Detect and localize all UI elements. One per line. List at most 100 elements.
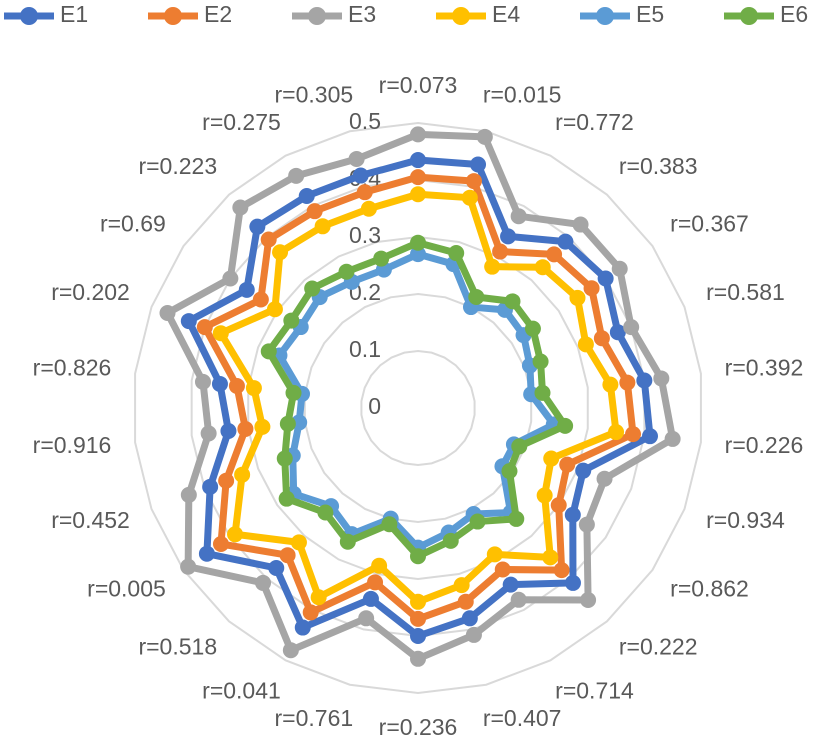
data-point — [542, 549, 559, 566]
data-point — [569, 289, 586, 306]
category-label: r=0.407 — [483, 705, 562, 731]
category-label: r=0.041 — [202, 677, 281, 703]
data-point — [255, 574, 272, 591]
data-point — [557, 417, 574, 434]
data-point — [298, 188, 315, 205]
data-point — [304, 280, 321, 297]
data-point — [597, 270, 614, 287]
data-point — [159, 305, 176, 322]
data-point — [283, 312, 300, 329]
data-point — [234, 466, 251, 483]
category-label: r=0.073 — [379, 72, 458, 98]
data-point — [619, 374, 636, 391]
data-point — [339, 533, 356, 550]
data-point — [470, 156, 487, 173]
legend-marker — [164, 7, 182, 25]
data-point — [442, 532, 459, 549]
data-point — [410, 650, 426, 667]
y-tick-label: 0.1 — [349, 336, 381, 362]
data-point — [180, 558, 197, 575]
data-point — [410, 548, 426, 565]
data-point — [260, 343, 277, 360]
category-label: r=0.581 — [706, 279, 785, 305]
data-point — [461, 610, 478, 627]
data-point — [596, 470, 613, 487]
data-point — [410, 186, 426, 203]
grid-ring — [360, 349, 476, 467]
data-point — [410, 126, 426, 143]
data-point — [410, 593, 426, 610]
data-point — [367, 574, 384, 591]
category-label: r=0.222 — [619, 633, 698, 659]
data-point — [180, 313, 197, 330]
data-point — [546, 246, 563, 263]
data-point — [486, 546, 503, 563]
category-label: r=0.223 — [138, 153, 217, 179]
data-point — [623, 319, 640, 336]
data-point — [609, 324, 626, 341]
data-point — [249, 218, 266, 235]
data-point — [285, 384, 302, 401]
category-label: r=0.452 — [51, 507, 130, 533]
data-point — [583, 280, 600, 297]
data-point — [180, 486, 197, 503]
category-label: r=0.305 — [275, 81, 354, 107]
grid-ring — [303, 292, 533, 524]
data-point — [501, 463, 518, 480]
data-point — [268, 559, 285, 576]
data-point — [310, 589, 327, 606]
data-point — [543, 450, 560, 467]
category-label: r=0.005 — [87, 575, 166, 601]
data-point — [461, 189, 478, 206]
data-point — [611, 260, 628, 277]
data-point — [278, 490, 295, 507]
data-point — [504, 293, 521, 310]
data-point — [276, 450, 293, 467]
data-point — [245, 380, 262, 397]
legend-marker — [452, 7, 470, 25]
data-point — [254, 418, 271, 435]
data-point — [448, 245, 465, 262]
data-point — [608, 424, 625, 441]
data-point — [212, 325, 229, 342]
data-point — [465, 173, 482, 190]
data-point — [237, 420, 254, 437]
data-point — [260, 231, 277, 248]
data-point — [550, 497, 567, 514]
data-point — [572, 216, 589, 233]
data-point — [220, 423, 237, 440]
data-point — [410, 628, 426, 644]
legend-label: E3 — [348, 1, 376, 27]
data-point — [524, 320, 541, 337]
data-point — [492, 243, 509, 260]
data-point — [410, 152, 426, 169]
data-point — [553, 562, 570, 579]
data-point — [212, 535, 229, 552]
data-point — [508, 510, 525, 527]
data-point — [511, 438, 528, 455]
data-point — [371, 557, 388, 574]
grid-ring — [247, 235, 589, 581]
data-point — [532, 353, 549, 370]
category-label: r=0.826 — [33, 354, 112, 380]
data-point — [202, 478, 219, 495]
data-point — [564, 506, 581, 523]
category-label: r=0.934 — [706, 507, 785, 533]
category-label: r=0.772 — [555, 109, 634, 135]
data-point — [266, 301, 283, 318]
data-point — [564, 574, 581, 591]
legend-marker — [596, 7, 614, 25]
data-point — [218, 472, 235, 489]
legend-label: E2 — [204, 1, 232, 27]
y-tick-label: 0.3 — [349, 222, 381, 248]
category-label: r=0.383 — [619, 153, 698, 179]
legend-label: E4 — [492, 1, 520, 27]
data-point — [279, 415, 296, 432]
data-point — [252, 291, 269, 308]
data-point — [279, 547, 296, 564]
data-point — [578, 516, 595, 533]
data-point — [317, 504, 334, 521]
data-point — [641, 428, 658, 445]
data-point — [294, 619, 311, 636]
data-point — [580, 591, 597, 608]
